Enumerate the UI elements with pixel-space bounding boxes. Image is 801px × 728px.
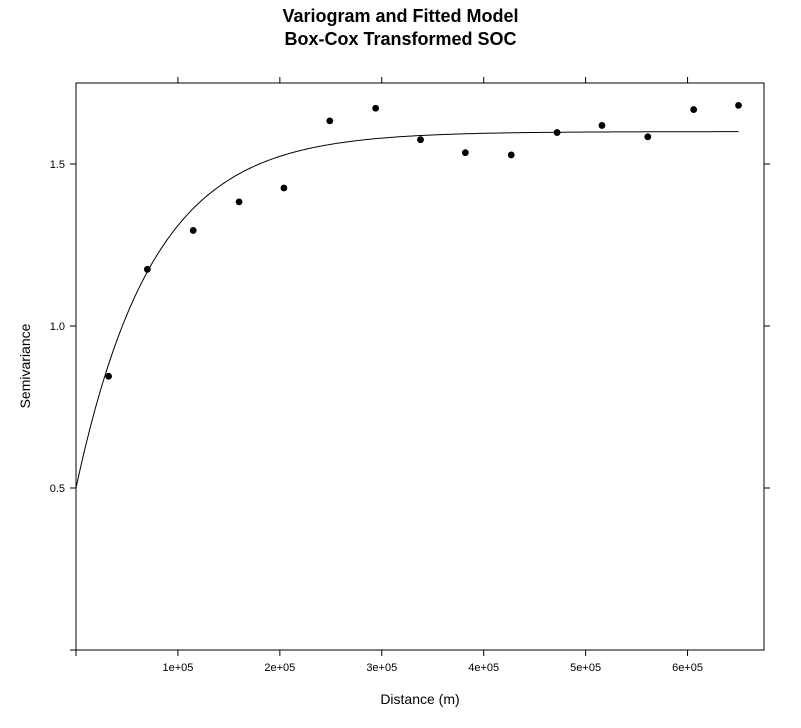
variogram-point — [507, 151, 515, 159]
x-axis-title: Distance (m) — [380, 691, 459, 707]
x-tick-label: 4e+05 — [468, 662, 499, 674]
variogram-point — [461, 149, 469, 157]
variogram-point — [417, 136, 424, 144]
variogram-point — [189, 227, 197, 234]
x-tick-label: 5e+05 — [570, 662, 601, 674]
variogram-point — [280, 184, 288, 192]
variogram-point — [644, 133, 652, 141]
chart-title: Variogram and Fitted Model Box-Cox Trans… — [0, 5, 801, 51]
chart-subtitle: Box-Cox Transformed SOC — [284, 29, 517, 49]
axis-ticks — [70, 77, 770, 656]
y-tick-label: 1.5 — [50, 159, 65, 171]
x-tick-label: 3e+05 — [366, 662, 397, 674]
x-tick-label: 1e+05 — [162, 662, 193, 674]
chart-title-main: Variogram and Fitted Model — [282, 6, 519, 26]
y-tick-label: 1.0 — [50, 321, 65, 333]
variogram-point — [105, 372, 113, 380]
variogram-point — [598, 122, 606, 129]
variogram-point — [143, 265, 151, 273]
variogram-point — [235, 198, 243, 206]
y-axis-title: Semivariance — [17, 323, 33, 408]
variogram-point — [553, 129, 561, 136]
variogram-point — [372, 104, 380, 112]
plot-frame — [75, 82, 765, 651]
variogram-points — [105, 101, 742, 380]
variogram-point — [735, 101, 742, 109]
y-tick-label: 0.5 — [50, 483, 65, 495]
x-tick-label: 2e+05 — [264, 662, 295, 674]
variogram-point — [326, 117, 334, 125]
variogram-point — [690, 106, 698, 113]
axis-tick-labels: 1e+05 2e+05 3e+05 4e+05 5e+05 6e+05 0.5 1.0 1.5 — [50, 159, 703, 674]
fitted-model-curve — [75, 131, 739, 489]
x-tick-label: 6e+05 — [672, 662, 703, 674]
